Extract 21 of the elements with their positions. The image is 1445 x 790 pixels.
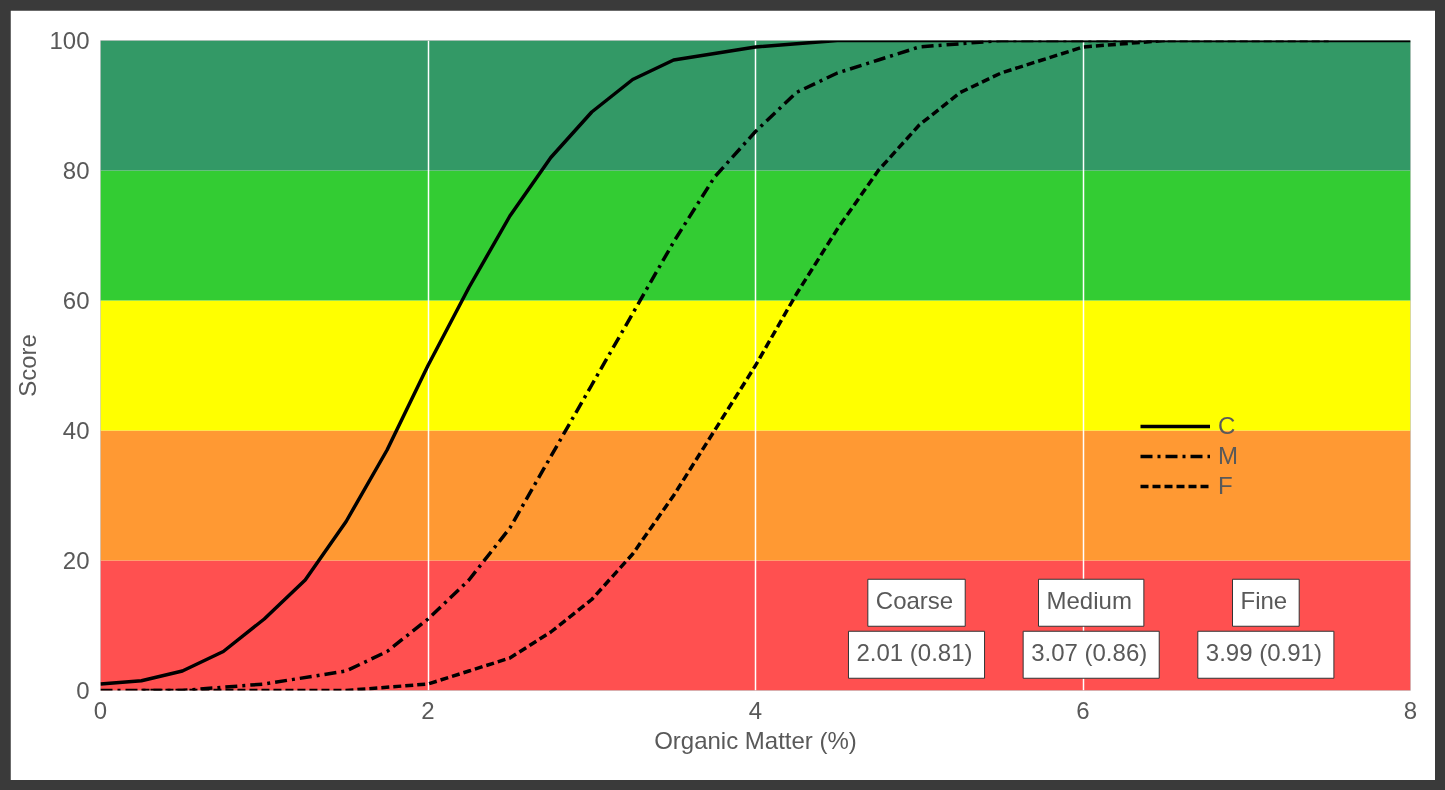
y-tick-label: 40 [62, 417, 90, 444]
annotation: 2.01 (0.81) [856, 639, 973, 667]
x-tick-label: 0 [93, 696, 108, 724]
y-axis-title: Score [14, 334, 42, 397]
y-tick-label: 100 [49, 27, 90, 54]
legend-label: F [1218, 472, 1234, 500]
y-tick-label: 0 [76, 677, 90, 704]
annotation: 3.07 (0.86) [1031, 639, 1148, 667]
legend-label: M [1218, 442, 1238, 470]
x-tick-label: 2 [421, 696, 435, 724]
annotation: Coarse [875, 587, 954, 615]
annotation: 3.99 (0.91) [1205, 639, 1322, 667]
y-tick-label: 60 [62, 287, 90, 314]
annotation: Medium [1046, 587, 1132, 615]
x-tick-label: 4 [748, 696, 763, 724]
x-tick-label: 8 [1403, 696, 1418, 724]
annotation: Fine [1240, 587, 1288, 615]
x-tick-label: 6 [1076, 696, 1090, 724]
y-tick-label: 80 [62, 157, 90, 184]
y-tick-label: 20 [62, 547, 90, 574]
x-axis-title: Organic Matter (%) [654, 726, 857, 754]
